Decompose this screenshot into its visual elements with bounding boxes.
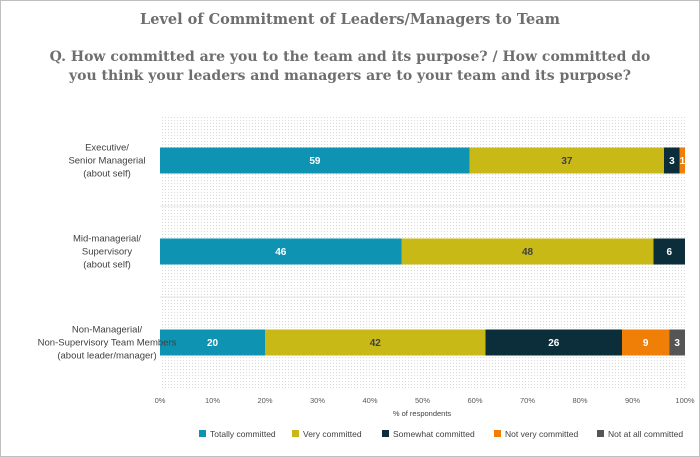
x-tick-label: 10% bbox=[205, 396, 220, 405]
bar-segment bbox=[653, 238, 685, 265]
category-label-line: Non-Supervisory Team Members bbox=[38, 338, 177, 349]
category-label-line: Senior Managerial bbox=[68, 156, 145, 167]
category-label-line: (about self) bbox=[83, 260, 131, 271]
x-tick-label: 90% bbox=[625, 396, 640, 405]
bar-segment bbox=[669, 329, 685, 356]
legend-item: Not at all committed bbox=[597, 428, 683, 440]
category-label-line: Mid-managerial/ bbox=[73, 234, 141, 245]
legend-swatch bbox=[494, 430, 501, 437]
data-label: 48 bbox=[522, 247, 534, 258]
x-tick-label: 70% bbox=[520, 396, 535, 405]
legend-item: Totally committed bbox=[199, 428, 276, 440]
legend-label: Not at all committed bbox=[608, 429, 684, 439]
legend-swatch bbox=[199, 430, 206, 437]
data-label: 3 bbox=[674, 338, 680, 349]
bar-segment bbox=[160, 147, 470, 174]
category-label-line: Non-Managerial/ bbox=[72, 325, 143, 336]
bar-segment bbox=[622, 329, 670, 356]
data-label: 37 bbox=[561, 156, 573, 167]
bar-segment bbox=[160, 329, 265, 356]
bar-segment bbox=[469, 147, 664, 174]
legend-label: Very committed bbox=[303, 429, 362, 439]
legend: Totally committed Very committed Somewhat … bbox=[0, 428, 700, 442]
x-axis-title: % of respondents bbox=[393, 409, 452, 418]
data-label: 46 bbox=[275, 247, 287, 258]
data-label: 3 bbox=[669, 156, 675, 167]
legend-label: Not very committed bbox=[505, 429, 579, 439]
bar-segment bbox=[485, 329, 622, 356]
data-label: 9 bbox=[643, 338, 649, 349]
data-label: 59 bbox=[309, 156, 321, 167]
bar-segment bbox=[664, 147, 680, 174]
legend-swatch bbox=[382, 430, 389, 437]
x-tick-label: 50% bbox=[415, 396, 430, 405]
category-label: Non-Managerial/Non-Supervisory Team Memb… bbox=[38, 325, 177, 362]
bar-segment bbox=[679, 147, 685, 174]
category-label-line: Executive/ bbox=[85, 143, 129, 154]
data-label: 42 bbox=[370, 338, 382, 349]
x-tick-label: 40% bbox=[362, 396, 377, 405]
data-label: 1 bbox=[680, 156, 686, 167]
x-tick-label: 60% bbox=[467, 396, 482, 405]
category-label-line: (about self) bbox=[83, 169, 131, 180]
legend-swatch bbox=[597, 430, 604, 437]
x-tick-label: 100% bbox=[675, 396, 695, 405]
data-label: 26 bbox=[548, 338, 560, 349]
legend-item: Not very committed bbox=[494, 428, 578, 440]
category-label-line: (about leader/manager) bbox=[57, 351, 156, 362]
legend-swatch bbox=[292, 430, 299, 437]
legend-label: Totally committed bbox=[210, 429, 276, 439]
x-tick-label: 30% bbox=[310, 396, 325, 405]
x-tick-label: 20% bbox=[257, 396, 272, 405]
category-label: Executive/Senior Managerial (about self) bbox=[68, 143, 145, 180]
legend-item: Very committed bbox=[292, 428, 362, 440]
legend-label: Somewhat committed bbox=[393, 429, 475, 439]
category-label-line: Supervisory bbox=[82, 247, 132, 258]
data-label: 6 bbox=[666, 247, 672, 258]
chart-subtitle: Q. How committed are you to the team and… bbox=[49, 49, 651, 84]
x-tick-label: 0% bbox=[155, 396, 166, 405]
bar-segment bbox=[401, 238, 654, 265]
legend-item: Somewhat committed bbox=[382, 428, 475, 440]
chart-title: Level of Commitment of Leaders/Managers … bbox=[140, 11, 560, 28]
bar-segment bbox=[160, 238, 402, 265]
category-label: Mid-managerial/Supervisory (about self) bbox=[73, 234, 141, 271]
data-label: 20 bbox=[207, 338, 219, 349]
bar-segment bbox=[265, 329, 486, 356]
x-tick-label: 80% bbox=[572, 396, 587, 405]
